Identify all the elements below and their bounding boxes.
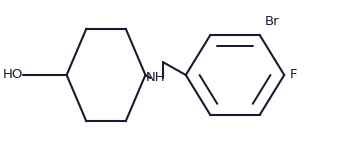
Text: HO: HO (3, 69, 23, 81)
Text: Br: Br (265, 15, 279, 28)
Text: F: F (290, 69, 298, 81)
Text: NH: NH (146, 71, 165, 84)
